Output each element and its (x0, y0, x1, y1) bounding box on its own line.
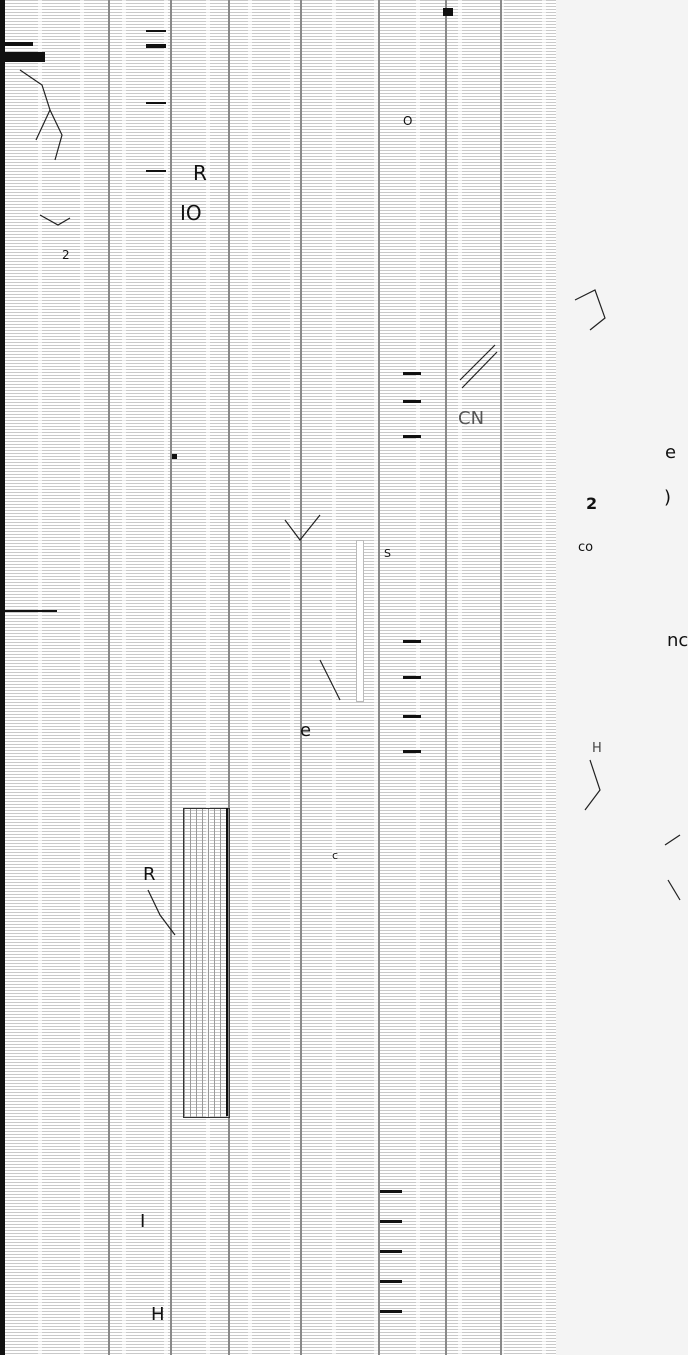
glyph: R (193, 161, 207, 185)
mark (403, 640, 421, 643)
glyph: H (151, 1304, 165, 1325)
mark (146, 44, 166, 48)
column-rule (500, 0, 502, 1355)
stroke (574, 289, 606, 331)
scanline-region (0, 0, 556, 1355)
mark (380, 1220, 402, 1223)
stroke (284, 514, 321, 541)
right-panel (556, 0, 688, 1355)
stroke (147, 889, 176, 936)
column-rule (378, 0, 380, 1355)
glyph: O (403, 114, 413, 128)
boxed-region (183, 808, 230, 1118)
mark (146, 30, 166, 32)
stroke (49, 109, 63, 161)
mark (146, 102, 166, 104)
glyph: e (665, 442, 677, 463)
stroke (664, 834, 681, 846)
column-rule (445, 0, 447, 1355)
stroke (461, 351, 498, 389)
glyph: c (332, 849, 339, 862)
stroke (667, 879, 681, 901)
glyph: IO (180, 201, 202, 225)
mark (5, 52, 45, 62)
mark (403, 715, 421, 718)
mark (443, 8, 453, 16)
mark (403, 400, 421, 403)
left-edge-bar (0, 0, 5, 1355)
glyph: H (592, 741, 602, 756)
mark (226, 808, 228, 1116)
mark (380, 1190, 402, 1193)
glyph: co (578, 540, 594, 555)
mark (172, 454, 177, 459)
column-rule (108, 0, 110, 1355)
column-rule (170, 0, 172, 1355)
mark (380, 1310, 402, 1313)
glyph: CN (458, 408, 485, 429)
stroke (39, 214, 71, 226)
mark (403, 676, 421, 679)
glyph: 2 (586, 494, 598, 513)
mark (380, 1280, 402, 1283)
column-rule (300, 0, 302, 1355)
mark (5, 610, 57, 612)
column-rule (228, 0, 230, 1355)
glyph: ) (664, 487, 672, 508)
mark (403, 435, 421, 438)
glyph: 2 (62, 248, 70, 262)
glyph: S (384, 547, 391, 560)
stroke (584, 759, 601, 811)
mark (403, 372, 421, 375)
glyph: I (140, 1211, 146, 1232)
glyph: R (143, 864, 156, 885)
stroke (19, 69, 51, 141)
stroke (319, 659, 341, 701)
mark (5, 42, 33, 46)
glyph: nc (667, 630, 688, 651)
glyph: e (300, 720, 312, 741)
mark (146, 170, 166, 172)
light-strip (356, 540, 364, 702)
stroke (459, 344, 496, 381)
mark (403, 750, 421, 753)
mark (380, 1250, 402, 1253)
